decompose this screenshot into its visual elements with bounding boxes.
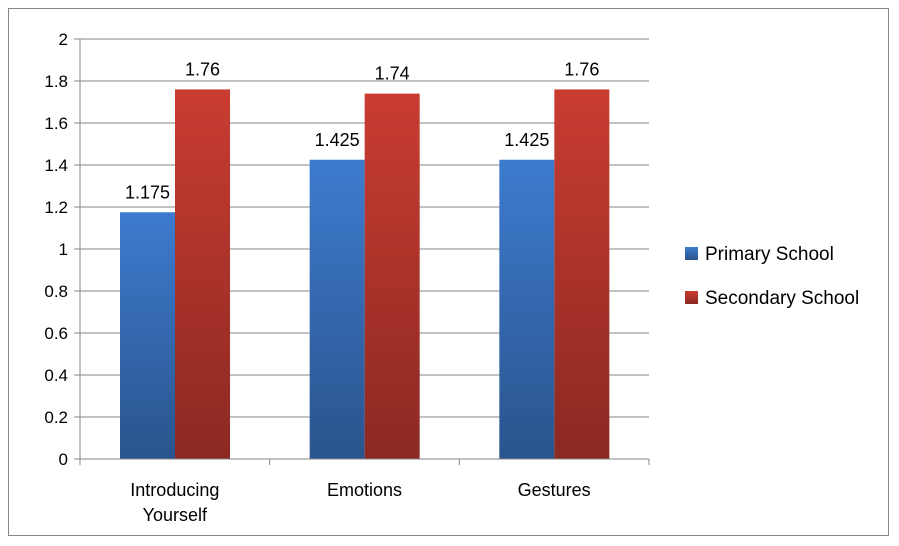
bar [554, 89, 610, 460]
x-category-label: Emotions [327, 480, 402, 500]
legend-swatch [685, 291, 698, 304]
y-tick-label: 0.4 [44, 366, 68, 385]
bar [175, 89, 230, 460]
bar [364, 93, 420, 459]
y-tick-label: 0.8 [44, 282, 68, 301]
data-label: 1.74 [375, 64, 410, 84]
y-tick-label: 1.8 [44, 72, 68, 91]
bar [309, 159, 365, 459]
y-tick-label: 2 [59, 30, 68, 49]
data-label: 1.425 [315, 130, 360, 150]
labels: 0 0.2 0.4 0.6 0.8 1 1.2 1.4 1.6 1.8 2 1.175 1.76 Intr… [44, 30, 599, 525]
data-label: 1.76 [185, 59, 220, 79]
x-category-label: Gestures [518, 480, 591, 500]
bar [499, 159, 555, 459]
legend: Primary School Secondary School [685, 244, 859, 309]
legend-label: Secondary School [705, 288, 859, 309]
data-label: 1.425 [504, 130, 549, 150]
x-category-label: Yourself [143, 505, 208, 525]
y-tick-label: 1.2 [44, 198, 68, 217]
y-tick-label: 1 [59, 240, 68, 259]
y-tick-label: 1.4 [44, 156, 68, 175]
x-category-label: Introducing [130, 480, 219, 500]
y-tick-label: 0.6 [44, 324, 68, 343]
y-tick-label: 0.2 [44, 408, 68, 427]
legend-label: Primary School [705, 244, 834, 265]
bars [120, 89, 610, 460]
y-tick-label: 1.6 [44, 114, 68, 133]
bar [120, 212, 175, 459]
axes [74, 38, 650, 465]
chart-frame: 0 0.2 0.4 0.6 0.8 1 1.2 1.4 1.6 1.8 2 1.175 1.76 Intr… [8, 8, 889, 536]
y-tick-label: 0 [59, 450, 68, 469]
legend-swatch [685, 247, 698, 260]
data-label: 1.175 [125, 182, 170, 202]
bar-chart: 0 0.2 0.4 0.6 0.8 1 1.2 1.4 1.6 1.8 2 1.175 1.76 Intr… [44, 30, 859, 525]
data-label: 1.76 [564, 59, 599, 79]
